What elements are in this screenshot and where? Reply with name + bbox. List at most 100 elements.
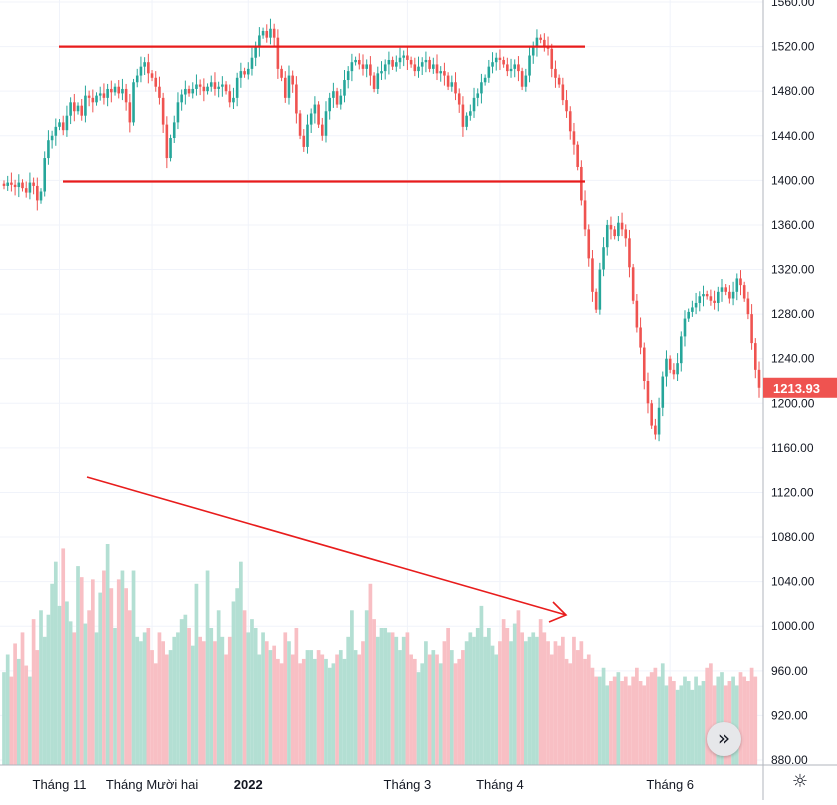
candle-body (73, 102, 76, 112)
candle-body (184, 88, 187, 95)
volume-bar (720, 672, 724, 765)
price-axis[interactable]: 1560.00 1520.00 1480.00 1440.00 1400.00 1360.… (762, 0, 837, 800)
candle-body (709, 296, 713, 301)
candle-body (583, 200, 587, 230)
candle-body (47, 140, 50, 159)
candle-body (28, 182, 32, 193)
price-tick-label: 1360.00 (771, 218, 815, 232)
volume-bar (568, 663, 573, 765)
trend-arrow-head[interactable] (548, 601, 568, 623)
volume-bar (438, 663, 443, 765)
volume-bar (179, 619, 184, 765)
volume-bar (564, 658, 569, 765)
candle-body (657, 407, 661, 435)
gear-icon: ☼ (791, 771, 809, 792)
volume-bar (594, 676, 599, 765)
candle-body (716, 291, 720, 303)
candle-body (513, 64, 517, 69)
volume-bar (709, 663, 713, 765)
price-tick-label: 1520.00 (771, 40, 815, 54)
price-tick-label: 960.00 (771, 664, 808, 678)
candle-body (224, 84, 228, 92)
volume-bar (479, 605, 484, 765)
volume-bar (635, 667, 639, 765)
volume-bar (387, 632, 391, 765)
volume-bar (461, 650, 465, 765)
volume-bar (224, 654, 228, 765)
volume-bar (472, 636, 476, 765)
candle-body (306, 124, 309, 147)
volume-bar (390, 632, 395, 765)
drawings-layer[interactable] (59, 45, 585, 623)
volume-bar (697, 685, 702, 765)
volume-bar (313, 658, 317, 765)
volume-bar (675, 689, 680, 765)
candle-body (387, 59, 391, 65)
candle-body (735, 278, 739, 292)
candle-body (557, 77, 561, 85)
price-tick-label: 1280.00 (771, 307, 815, 321)
candle-body (483, 77, 487, 83)
price-tick-label: 1040.00 (771, 575, 815, 589)
candle-body (457, 93, 461, 105)
candle-body (520, 71, 524, 87)
candle-body (417, 66, 420, 72)
volume-bar (150, 650, 154, 765)
volume-bar (79, 577, 84, 765)
candle-body (357, 59, 361, 65)
candle-body (461, 104, 465, 127)
time-axis[interactable]: Tháng 11 Tháng Mười hai 2022 Tháng 3 Tháng 4… (0, 764, 837, 792)
volume-bar (235, 588, 240, 765)
volume-bar (105, 544, 110, 765)
volume-bar (383, 627, 388, 765)
volume-bar (653, 667, 658, 765)
candle-body (550, 48, 554, 69)
scroll-to-realtime-button[interactable]: » (707, 722, 741, 756)
candle-body (172, 122, 176, 138)
volume-bar (486, 627, 491, 765)
volume-bar (657, 676, 661, 765)
candle-body (546, 46, 550, 49)
volume-bar (560, 636, 565, 765)
volume-bar (579, 641, 584, 765)
candle-body (498, 57, 502, 60)
volume-bar (28, 676, 32, 765)
candle-body (602, 247, 605, 270)
candle-body (269, 28, 272, 38)
candle-body (676, 363, 679, 375)
volume-bar (668, 676, 673, 765)
volume-bar (164, 654, 169, 765)
candle-body (313, 104, 317, 114)
time-tick-label: Tháng 11 (33, 777, 87, 792)
volume-bar (116, 579, 121, 765)
candle-body (58, 122, 61, 127)
candle-body (395, 62, 398, 67)
candle-body (65, 115, 69, 131)
volume-bar (35, 650, 40, 765)
volume-bar (72, 632, 77, 765)
volume-bar (168, 650, 173, 765)
candlestick-series (2, 18, 761, 442)
trend-arrow-line[interactable] (86, 476, 567, 616)
volume-bar (283, 632, 288, 765)
volume-bar (738, 672, 743, 765)
candle-body (568, 111, 572, 132)
volume-bar (68, 621, 73, 765)
candle-body (554, 68, 557, 78)
volume-bar (94, 632, 99, 765)
chart-settings-button[interactable]: ☼ (788, 770, 812, 794)
candle-body (139, 66, 143, 76)
volume-bar (190, 645, 195, 765)
volume-bar (490, 645, 495, 765)
time-tick-label: Tháng 3 (384, 777, 432, 792)
candle-body (298, 113, 302, 136)
volume-bar (512, 623, 517, 765)
volume-bar (124, 588, 128, 765)
volume-bar (294, 627, 299, 765)
candle-body (21, 182, 24, 189)
candle-body (221, 84, 224, 87)
candle-body (43, 158, 47, 192)
price-tick-label: 1480.00 (771, 84, 815, 98)
